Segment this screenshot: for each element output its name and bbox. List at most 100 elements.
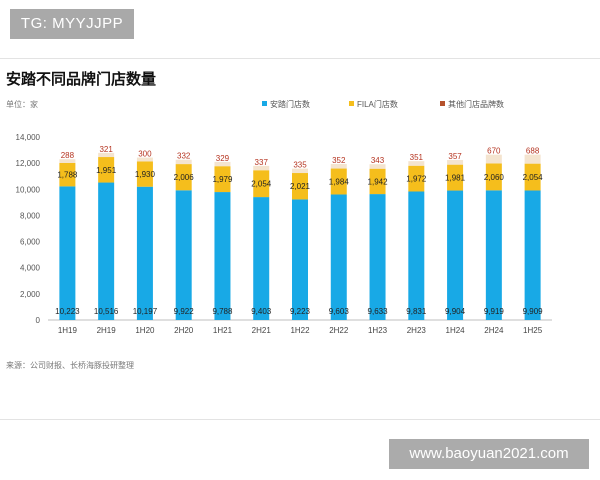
bar-segment bbox=[447, 159, 464, 165]
bar-segment bbox=[447, 164, 464, 191]
y-tick-label: 0 bbox=[36, 316, 41, 325]
data-label: 321 bbox=[99, 145, 113, 154]
bar-segment bbox=[369, 194, 386, 320]
data-label: 288 bbox=[61, 151, 75, 160]
bar-segment bbox=[214, 166, 231, 193]
bar-segment bbox=[485, 163, 502, 191]
x-tick-label: 2H20 bbox=[174, 326, 194, 335]
bar-segment bbox=[59, 186, 76, 320]
data-label: 9,788 bbox=[212, 307, 233, 316]
bar-segment bbox=[175, 164, 192, 191]
bar-segment bbox=[330, 194, 347, 320]
data-label: 1,972 bbox=[406, 175, 427, 184]
bar-segment bbox=[136, 186, 153, 320]
x-tick-label: 2H24 bbox=[484, 326, 504, 335]
data-label: 10,223 bbox=[55, 307, 80, 316]
data-label: 9,223 bbox=[290, 307, 311, 316]
data-label: 1,942 bbox=[368, 177, 389, 186]
x-tick-label: 1H25 bbox=[523, 326, 543, 335]
data-label: 1,951 bbox=[96, 166, 117, 175]
data-label: 9,909 bbox=[523, 307, 544, 316]
footer-url-banner: www.baoyuan2021.com bbox=[389, 439, 589, 469]
x-tick-label: 2H22 bbox=[329, 326, 349, 335]
data-label: 9,919 bbox=[484, 307, 505, 316]
y-tick-label: 12,000 bbox=[16, 159, 41, 168]
chart-title: 安踏不同品牌门店数量 bbox=[6, 70, 157, 88]
bar-segment bbox=[485, 154, 502, 164]
y-tick-label: 4,000 bbox=[20, 264, 41, 273]
data-label: 2,021 bbox=[290, 182, 311, 191]
legend-label: 其他门店品牌数 bbox=[448, 99, 504, 109]
bar-segment bbox=[214, 192, 231, 320]
data-label: 337 bbox=[255, 158, 269, 167]
y-tick-label: 14,000 bbox=[16, 133, 41, 142]
source-note: 来源：公司财报、长桥海豚投研整理 bbox=[6, 360, 134, 370]
data-label: 9,922 bbox=[174, 307, 195, 316]
unit-label: 单位：家 bbox=[6, 99, 38, 109]
bar-segment bbox=[292, 168, 308, 174]
data-label: 351 bbox=[410, 153, 424, 162]
y-tick-label: 6,000 bbox=[20, 238, 41, 247]
bar-segment bbox=[447, 190, 464, 320]
bar-segment bbox=[59, 162, 76, 187]
bar-segment bbox=[214, 161, 231, 167]
data-label: 1,930 bbox=[135, 170, 156, 179]
data-label: 352 bbox=[332, 156, 346, 165]
data-label: 332 bbox=[177, 152, 191, 161]
x-tick-label: 1H19 bbox=[58, 326, 78, 335]
data-label: 2,054 bbox=[523, 173, 544, 182]
data-label: 10,516 bbox=[94, 307, 119, 316]
x-tick-label: 1H21 bbox=[213, 326, 233, 335]
bar-segment bbox=[136, 161, 153, 187]
data-label: 9,633 bbox=[368, 307, 389, 316]
y-tick-label: 2,000 bbox=[20, 290, 41, 299]
y-tick-label: 10,000 bbox=[16, 185, 41, 194]
data-label: 300 bbox=[138, 150, 152, 159]
data-label: 1,979 bbox=[212, 175, 233, 184]
bar-segment bbox=[98, 182, 115, 320]
x-tick-label: 1H20 bbox=[135, 326, 155, 335]
bar-segment bbox=[175, 159, 192, 165]
data-label: 10,197 bbox=[133, 307, 158, 316]
bar-segment bbox=[136, 157, 153, 162]
data-label: 9,603 bbox=[329, 307, 350, 316]
bar-segment bbox=[59, 159, 76, 163]
legend-label: 安踏门店数 bbox=[270, 99, 310, 109]
x-tick-label: 2H21 bbox=[252, 326, 272, 335]
data-label: 1,981 bbox=[445, 174, 466, 183]
data-label: 2,060 bbox=[484, 173, 505, 182]
x-tick-label: 1H24 bbox=[446, 326, 466, 335]
bar-segment bbox=[330, 168, 347, 195]
x-tick-label: 2H19 bbox=[97, 326, 117, 335]
bar-segment bbox=[253, 197, 270, 320]
data-label: 670 bbox=[487, 147, 501, 156]
legend-swatch bbox=[349, 101, 354, 106]
x-tick-label: 1H23 bbox=[368, 326, 388, 335]
bar-segment bbox=[408, 165, 425, 192]
legend-label: FILA门店数 bbox=[357, 99, 398, 109]
bar-segment bbox=[524, 154, 541, 164]
bar-segment bbox=[330, 163, 347, 169]
bar-segment bbox=[408, 161, 425, 166]
bar-segment bbox=[175, 190, 192, 320]
bar-segment bbox=[292, 199, 308, 320]
y-tick-label: 8,000 bbox=[20, 211, 41, 220]
data-label: 343 bbox=[371, 156, 385, 165]
tg-tag: TG: MYYJJPP bbox=[10, 9, 134, 39]
bar-segment bbox=[292, 173, 308, 200]
legend-swatch bbox=[262, 101, 267, 106]
legend-swatch bbox=[440, 101, 445, 106]
bar-segment bbox=[369, 168, 386, 195]
bar-segment bbox=[253, 170, 270, 198]
bar-segment bbox=[485, 190, 502, 320]
bar-segment bbox=[253, 165, 270, 171]
data-label: 9,904 bbox=[445, 307, 466, 316]
bar-segment bbox=[408, 191, 425, 320]
bar-segment bbox=[524, 163, 541, 191]
data-label: 357 bbox=[448, 152, 462, 161]
data-label: 1,984 bbox=[329, 178, 350, 187]
data-label: 9,831 bbox=[406, 307, 427, 316]
bar-segment bbox=[524, 190, 541, 320]
bar-segment bbox=[98, 157, 115, 183]
